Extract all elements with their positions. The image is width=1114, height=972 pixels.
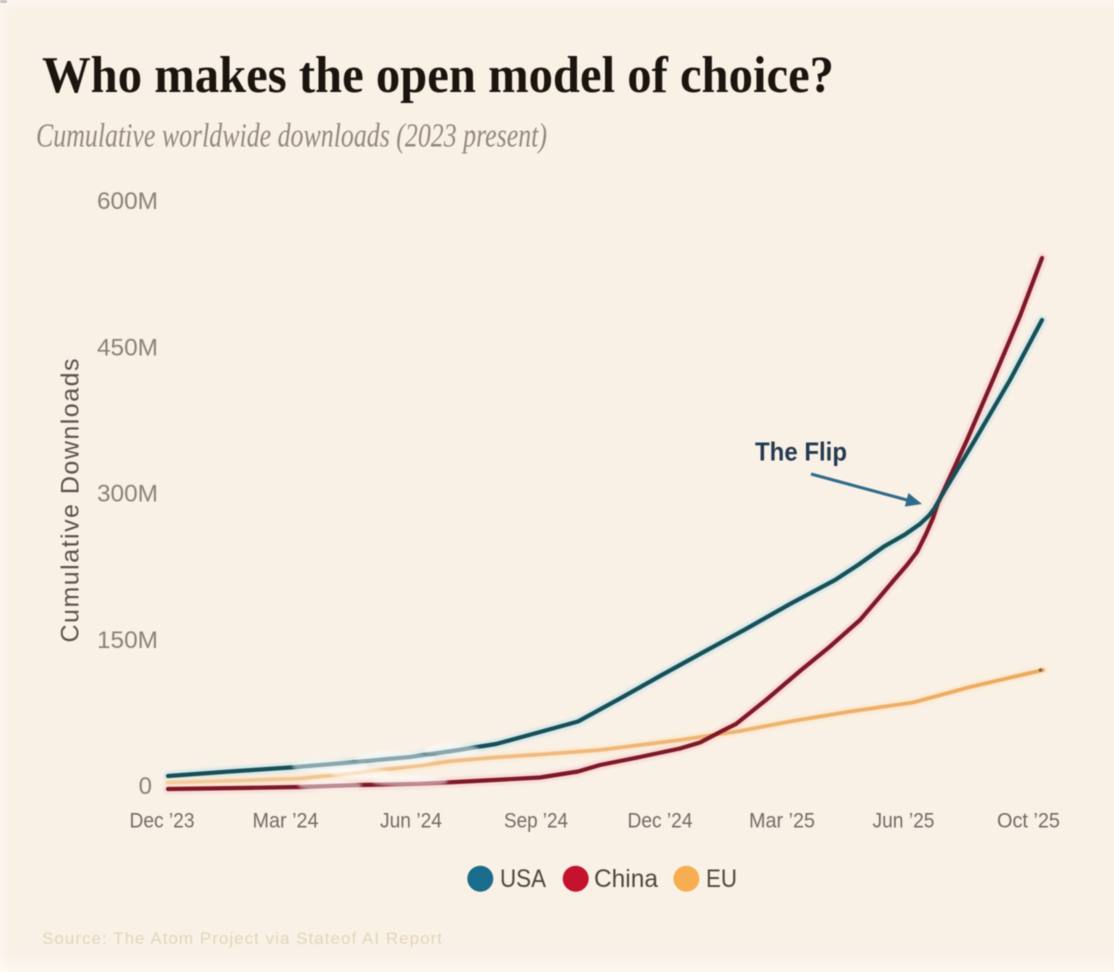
svg-text:Dec ’24: Dec ’24	[628, 810, 693, 833]
svg-text:Jun ’25: Jun ’25	[873, 810, 935, 833]
svg-text:Cumulative Downloads: Cumulative Downloads	[57, 359, 85, 643]
svg-text:Jun ’24: Jun ’24	[380, 810, 442, 833]
svg-text:600M: 600M	[97, 188, 158, 215]
svg-text:Dec ’23: Dec ’23	[130, 810, 195, 833]
svg-text:Oct ’25: Oct ’25	[997, 810, 1060, 833]
svg-text:USA: USA	[500, 865, 546, 893]
svg-text:0: 0	[139, 773, 152, 800]
svg-text:Who makes the open model of ch: Who makes the open model of choice?	[42, 47, 834, 104]
svg-text:EU: EU	[706, 865, 737, 893]
svg-text:Mar ’24: Mar ’24	[253, 810, 319, 833]
svg-text:450M: 450M	[97, 335, 158, 362]
svg-text:Sep ’24: Sep ’24	[504, 810, 568, 833]
svg-text:150M: 150M	[97, 627, 158, 654]
svg-text:Source: The Atom Project via: Source: The Atom Project via Stateof AI …	[42, 929, 442, 948]
svg-text:Cumulative worldwide downloads: Cumulative worldwide downloads (2023 pre…	[36, 118, 547, 155]
svg-text:300M: 300M	[97, 481, 158, 508]
svg-text:China: China	[594, 865, 658, 893]
svg-text:The Flip: The Flip	[755, 437, 847, 467]
svg-text:Mar ’25: Mar ’25	[749, 810, 815, 833]
